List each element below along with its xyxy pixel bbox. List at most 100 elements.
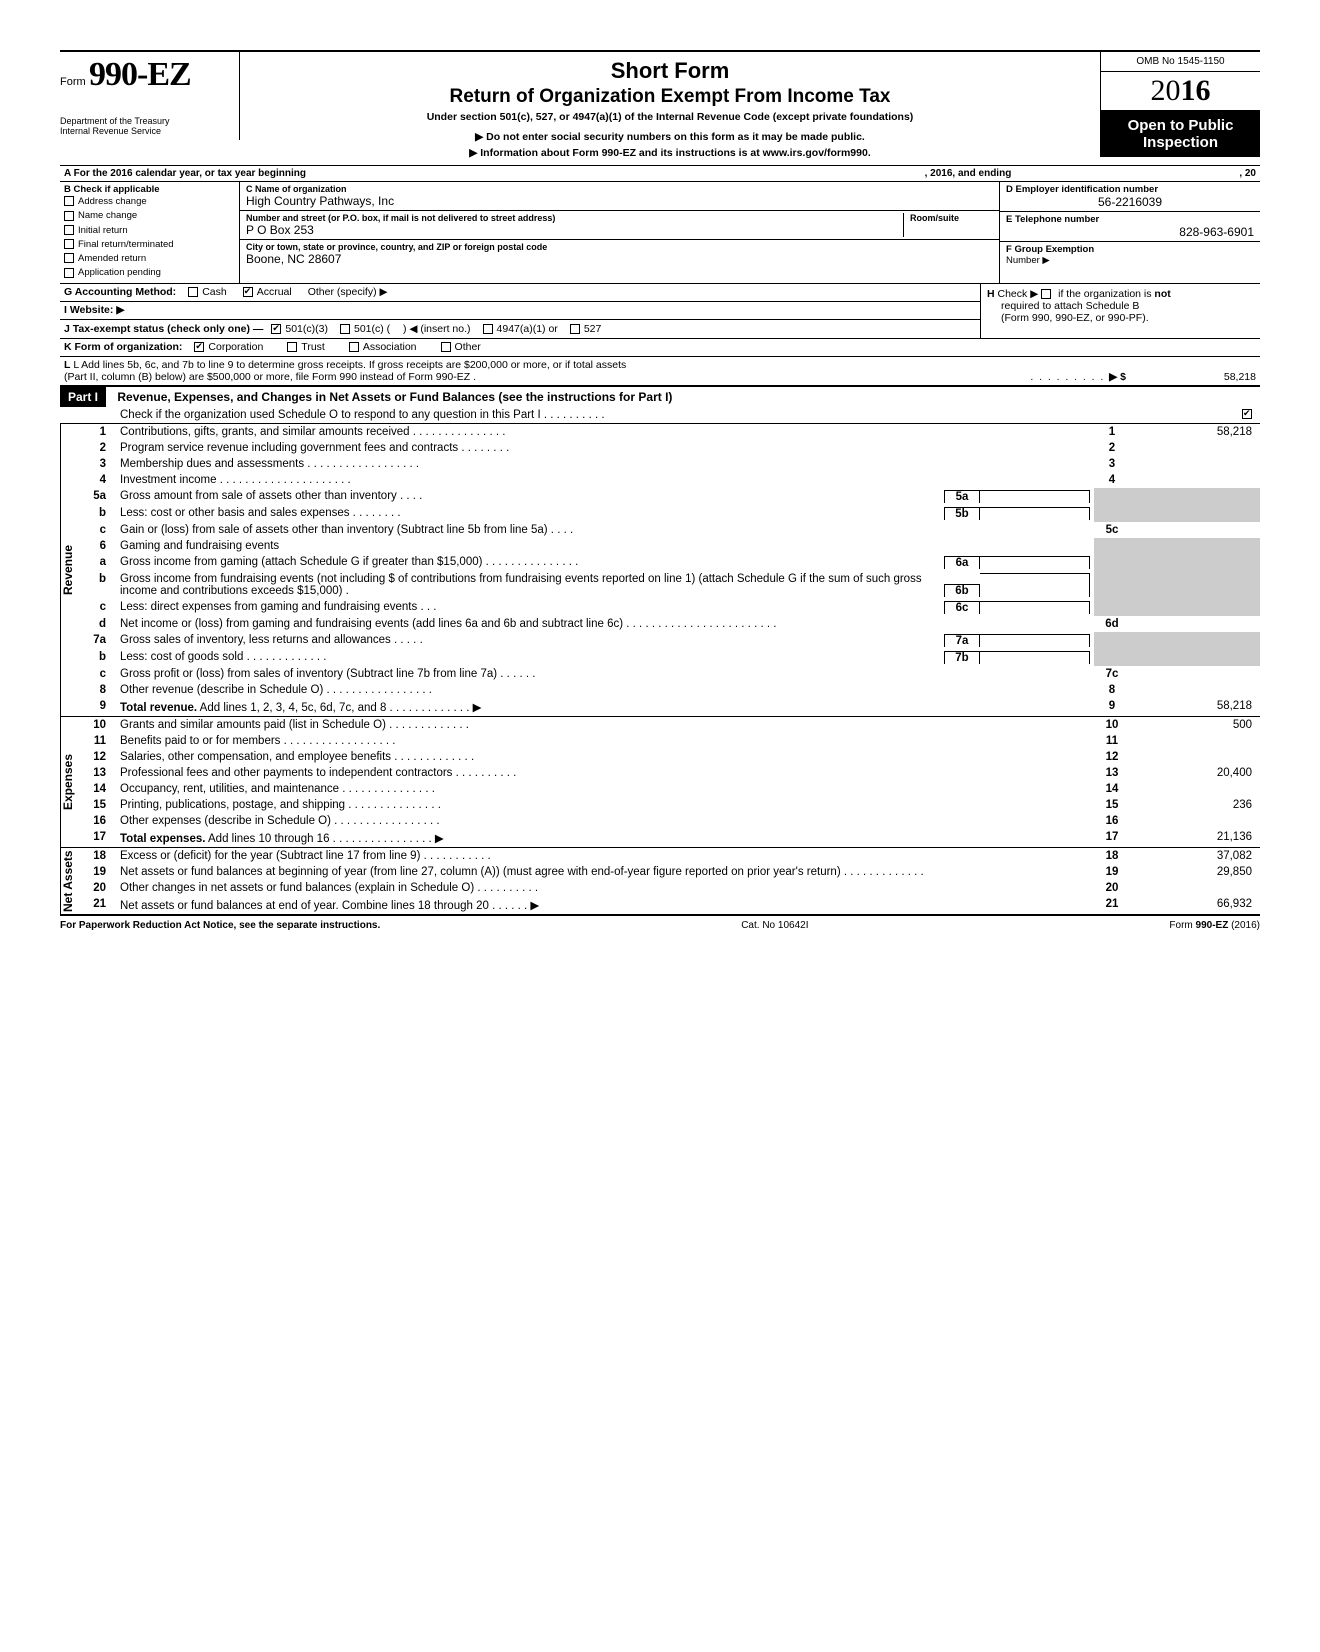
cb-address[interactable]: Address change [64, 195, 235, 209]
expenses-table: 10Grants and similar amounts paid (list … [82, 717, 1260, 847]
c-name-row: C Name of organization High Country Path… [240, 182, 999, 211]
row-l: L L Add lines 5b, 6c, and 7b to line 9 t… [60, 357, 1260, 386]
title2: Return of Organization Exempt From Incom… [248, 86, 1092, 108]
row-a-mid: , 2016, and ending [921, 166, 1016, 181]
cb-kother[interactable] [441, 342, 451, 352]
room-label: Room/suite [910, 213, 993, 223]
vert-expenses: Expenses [60, 717, 82, 847]
row-h: H Check ▶ if the organization is not req… [980, 284, 1260, 338]
part1-check: Check if the organization used Schedule … [60, 407, 1260, 423]
ein: 56-2216039 [1006, 195, 1254, 209]
part1-header: Part I Revenue, Expenses, and Changes in… [60, 386, 1260, 424]
l-text: L Add lines 5b, 6c, and 7b to line 9 to … [73, 359, 626, 371]
title1: Short Form [248, 58, 1092, 84]
part1-title: Revenue, Expenses, and Changes in Net As… [117, 390, 672, 404]
b-label: B Check if applicable [64, 184, 235, 195]
e-label: E Telephone number [1006, 214, 1254, 225]
section-bcdef: B Check if applicable Address change Nam… [60, 182, 1260, 284]
d-label: D Employer identification number [1006, 184, 1254, 195]
netassets-section: Net Assets 18Excess or (deficit) for the… [60, 848, 1260, 914]
header-right: OMB No 1545-1150 2016 Open to Public Ins… [1100, 52, 1260, 157]
header-center: Short Form Return of Organization Exempt… [240, 52, 1100, 165]
c-addr-row: Number and street (or P.O. box, if mail … [240, 211, 999, 240]
row-i: I Website: ▶ [60, 302, 980, 320]
col-b: B Check if applicable Address change Nam… [60, 182, 240, 283]
h-line3: (Form 990, 990-EZ, or 990-PF). [987, 312, 1254, 324]
row-g: G Accounting Method: Cash Accrual Other … [60, 284, 980, 302]
col-d: D Employer identification number 56-2216… [1000, 182, 1260, 283]
cb-accrual[interactable] [243, 287, 253, 297]
phone: 828-963-6901 [1006, 225, 1254, 239]
vert-netassets: Net Assets [60, 848, 82, 914]
city-label: City or town, state or province, country… [246, 242, 993, 252]
l-arrow: ▶ $ [1109, 371, 1126, 383]
dept2: Internal Revenue Service [60, 126, 231, 136]
part1-tag: Part I [60, 387, 106, 407]
h-line1: H Check ▶ if the organization is not [987, 288, 1254, 300]
cb-final[interactable]: Final return/terminated [64, 238, 235, 252]
open1: Open to Public [1105, 117, 1256, 134]
footer: For Paperwork Reduction Act Notice, see … [60, 914, 1260, 931]
i-label: I Website: ▶ [64, 304, 124, 316]
col-c: C Name of organization High Country Path… [240, 182, 1000, 283]
open2: Inspection [1105, 134, 1256, 151]
cb-501c[interactable] [340, 324, 350, 334]
footer-mid: Cat. No 10642I [741, 920, 808, 931]
f-label2: Number ▶ [1006, 255, 1050, 266]
expenses-section: Expenses 10Grants and similar amounts pa… [60, 717, 1260, 848]
year-bold: 16 [1181, 74, 1211, 107]
footer-right: Form 990-EZ (2016) [1169, 920, 1260, 931]
cb-trust[interactable] [287, 342, 297, 352]
cb-cash[interactable] [188, 287, 198, 297]
row-j: J Tax-exempt status (check only one) — 5… [60, 320, 980, 338]
addr: P O Box 253 [246, 223, 903, 237]
e-row: E Telephone number 828-963-6901 [1000, 212, 1260, 242]
form-prefix: Form [60, 76, 86, 88]
l-text2: (Part II, column (B) below) are $500,000… [64, 371, 476, 383]
netassets-table: 18Excess or (deficit) for the year (Subt… [82, 848, 1260, 914]
g-other: Other (specify) ▶ [308, 286, 388, 298]
row-a-label: A For the 2016 calendar year, or tax yea… [60, 166, 310, 181]
city: Boone, NC 28607 [246, 252, 993, 266]
row-k: K Form of organization: Corporation Trus… [60, 339, 1260, 357]
cb-corp[interactable] [194, 342, 204, 352]
footer-left: For Paperwork Reduction Act Notice, see … [60, 920, 380, 931]
addr-label: Number and street (or P.O. box, if mail … [246, 213, 903, 223]
org-name: High Country Pathways, Inc [246, 194, 993, 208]
l-val: 58,218 [1126, 371, 1256, 383]
form-number: 990-EZ [89, 56, 191, 93]
cb-4947[interactable] [483, 324, 493, 334]
omb: OMB No 1545-1150 [1101, 52, 1260, 72]
cb-assoc[interactable] [349, 342, 359, 352]
cb-501c3[interactable] [271, 324, 281, 334]
revenue-table: 1Contributions, gifts, grants, and simil… [82, 424, 1260, 716]
cb-pending[interactable]: Application pending [64, 266, 235, 280]
row-a: A For the 2016 calendar year, or tax yea… [60, 166, 1260, 182]
cb-amended[interactable]: Amended return [64, 252, 235, 266]
cb-name[interactable]: Name change [64, 209, 235, 223]
year-prefix: 20 [1151, 74, 1181, 107]
header-left: Form 990-EZ Department of the Treasury I… [60, 52, 240, 140]
cb-schedo[interactable] [1242, 409, 1252, 419]
h-line2: required to attach Schedule B [987, 300, 1254, 312]
c-label: C Name of organization [246, 184, 993, 194]
cb-h[interactable] [1041, 289, 1051, 299]
j-label: J Tax-exempt status (check only one) — [64, 323, 263, 335]
year: 2016 [1101, 72, 1260, 111]
arrow1: ▶ Do not enter social security numbers o… [248, 131, 1092, 143]
c-city-row: City or town, state or province, country… [240, 240, 999, 268]
subtitle: Under section 501(c), 527, or 4947(a)(1)… [248, 111, 1092, 123]
dept1: Department of the Treasury [60, 116, 231, 126]
f-label: F Group Exemption [1006, 244, 1094, 255]
k-label: K Form of organization: [64, 341, 182, 353]
cb-initial[interactable]: Initial return [64, 224, 235, 238]
open-public: Open to Public Inspection [1101, 111, 1260, 157]
row-a-end: , 20 [1235, 166, 1260, 181]
cb-527[interactable] [570, 324, 580, 334]
vert-revenue: Revenue [60, 424, 82, 716]
revenue-section: Revenue 1Contributions, gifts, grants, a… [60, 424, 1260, 717]
f-row: F Group Exemption Number ▶ [1000, 242, 1260, 268]
d-row: D Employer identification number 56-2216… [1000, 182, 1260, 212]
g-label: G Accounting Method: [64, 286, 176, 298]
form-header: Form 990-EZ Department of the Treasury I… [60, 50, 1260, 166]
